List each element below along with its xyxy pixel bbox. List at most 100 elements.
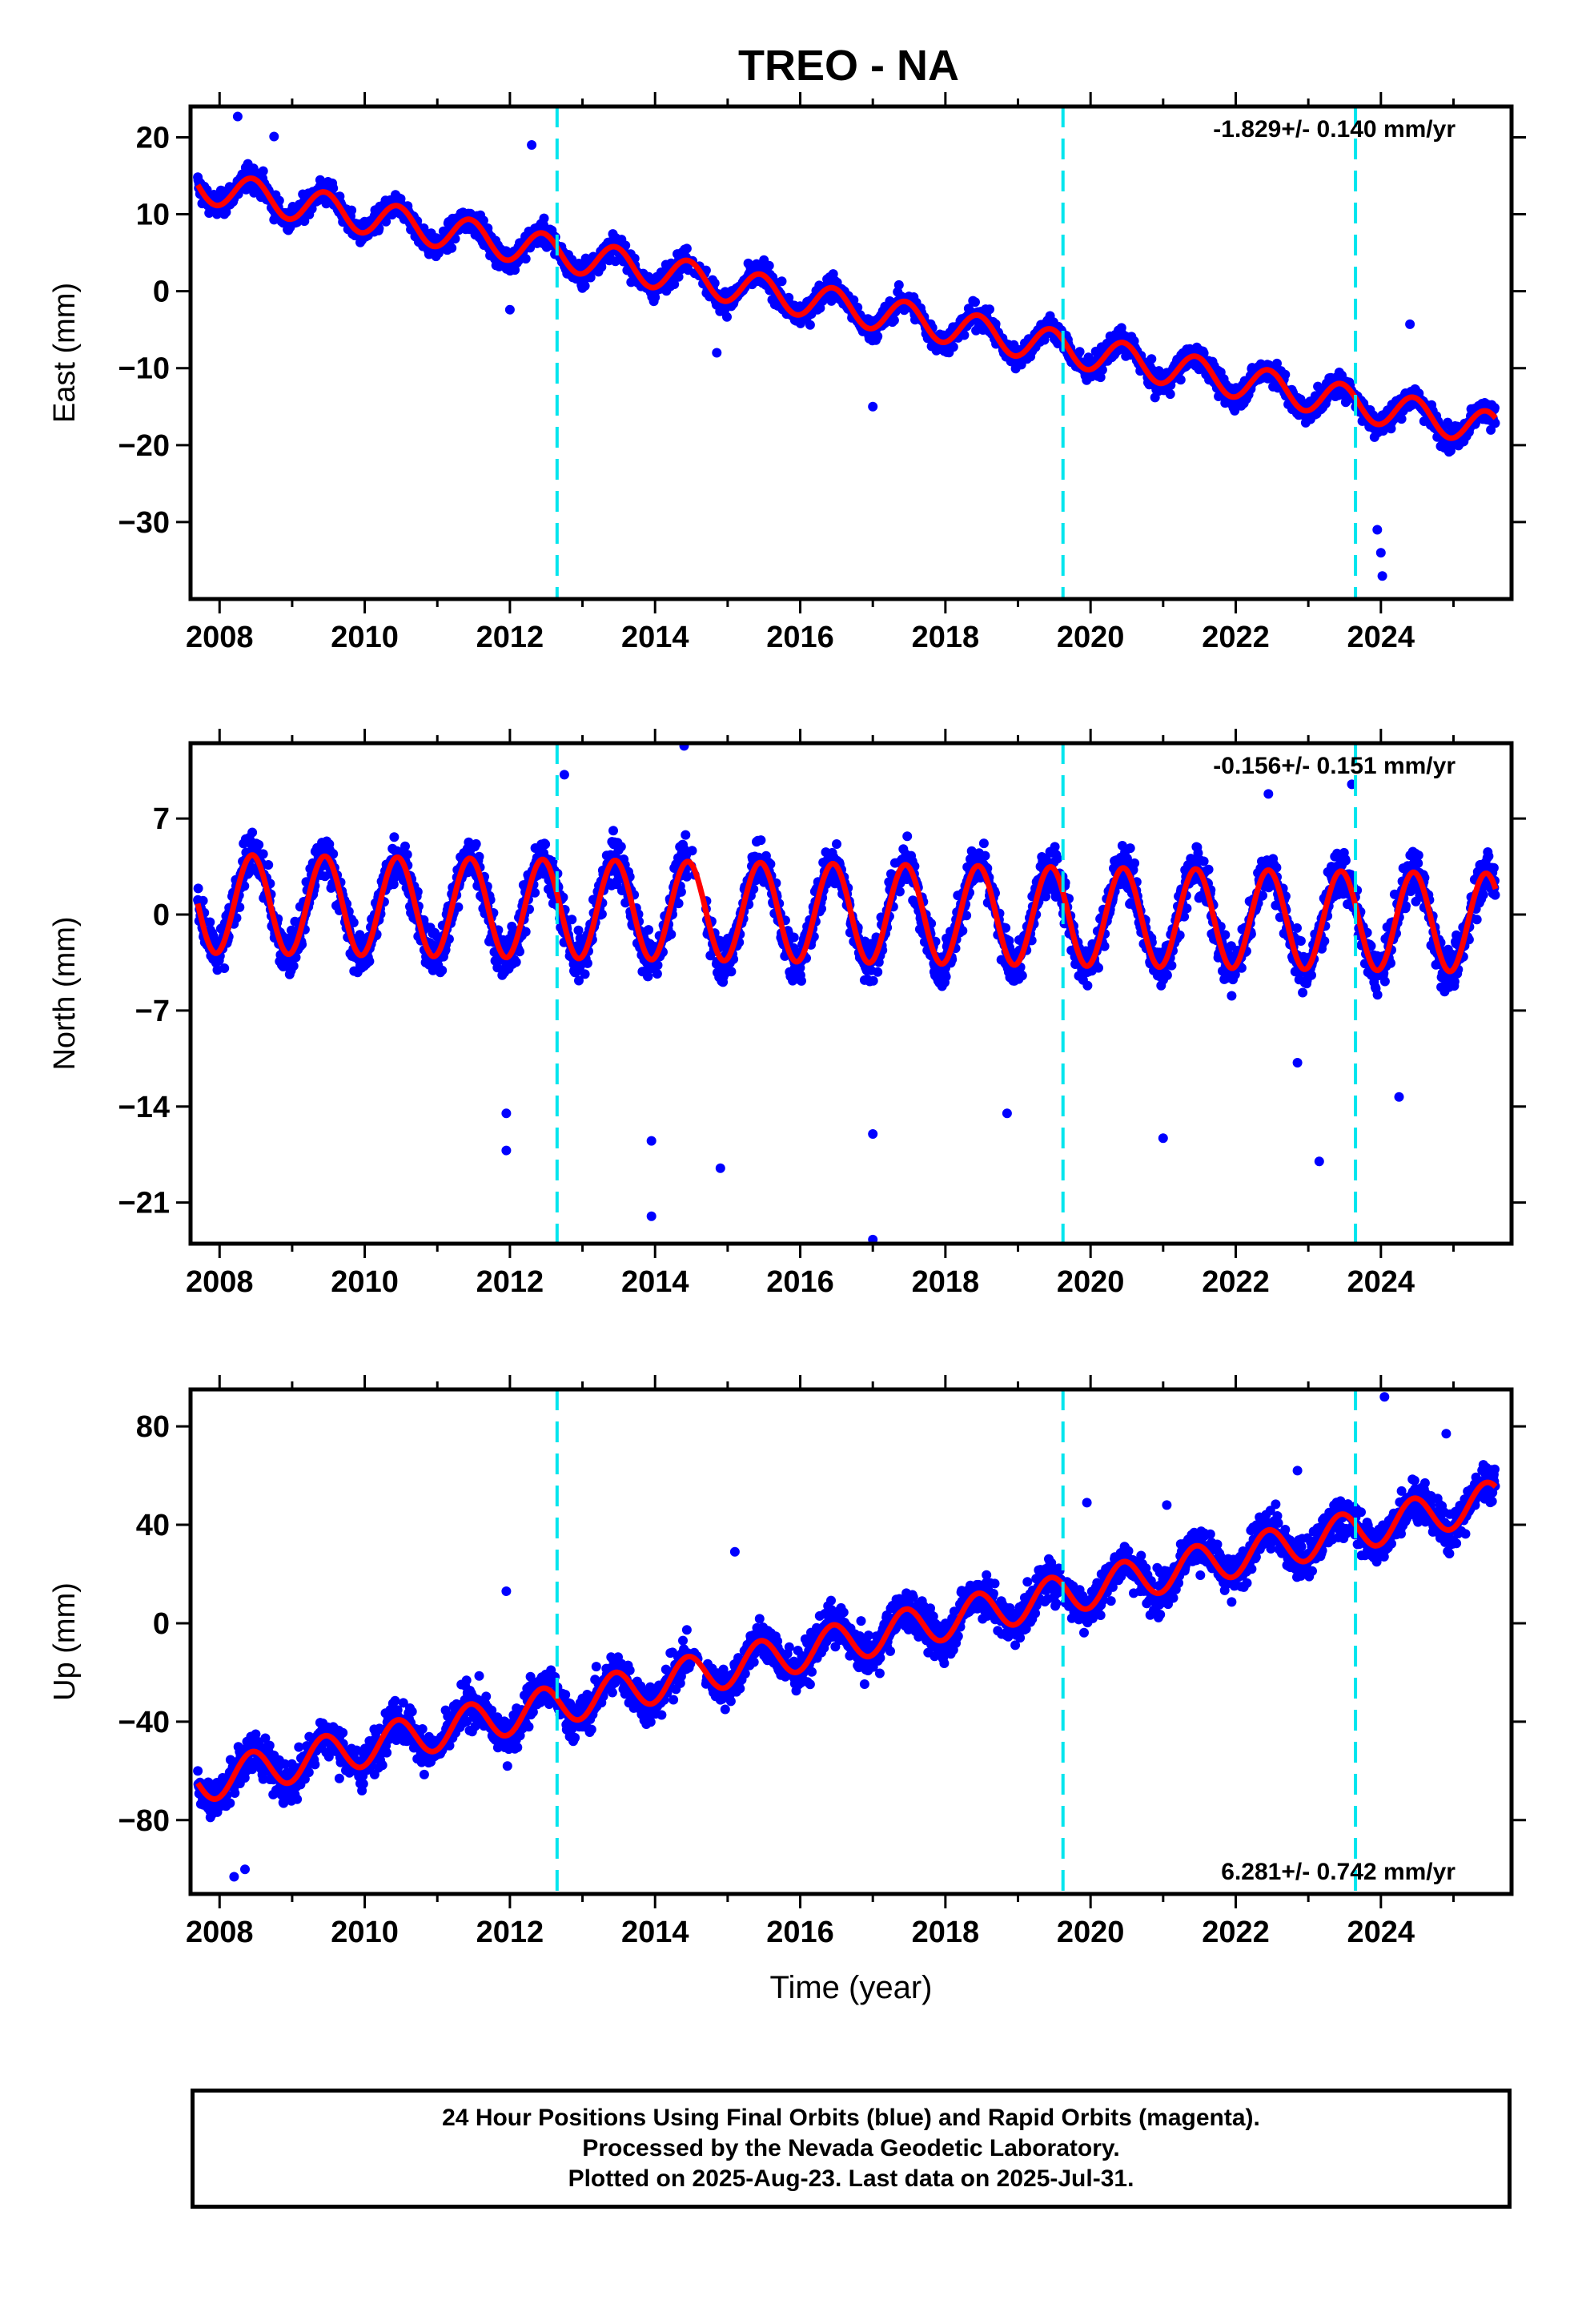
data-point: [1372, 525, 1383, 535]
data-point: [437, 965, 448, 975]
data-point: [450, 234, 460, 244]
data-point: [1490, 403, 1500, 413]
y-tick-label: −20: [118, 429, 170, 463]
data-point: [666, 929, 677, 939]
data-point: [1280, 369, 1291, 380]
data-point: [1146, 354, 1157, 364]
data-point: [1052, 854, 1062, 864]
data-point: [258, 849, 268, 859]
data-point: [247, 827, 258, 838]
data-point: [673, 899, 684, 909]
data-point: [239, 881, 250, 891]
data-point: [1017, 971, 1027, 981]
data-point: [530, 887, 540, 898]
data-point: [291, 952, 301, 963]
y-tick-label: 20: [136, 121, 170, 155]
data-point: [687, 846, 697, 856]
data-point: [765, 859, 776, 869]
data-point: [511, 957, 521, 967]
data-point: [1074, 347, 1085, 357]
y-tick-label: −10: [118, 352, 170, 386]
data-point: [894, 887, 905, 897]
x-tick-label: 2024: [1347, 621, 1415, 654]
data-point: [1396, 414, 1407, 424]
data-point: [1097, 364, 1107, 375]
data-point: [722, 312, 732, 322]
data-point: [1272, 358, 1282, 368]
data-point: [580, 281, 590, 291]
data-point: [274, 195, 284, 206]
data-point: [235, 902, 245, 912]
data-point: [868, 401, 878, 412]
data-point: [596, 909, 607, 919]
data-point: [478, 215, 488, 226]
x-tick-label: 2010: [331, 621, 399, 654]
x-tick-label: 2014: [621, 621, 689, 654]
data-point: [474, 851, 484, 862]
data-point: [1004, 935, 1014, 946]
data-point: [453, 902, 464, 912]
data-point: [868, 975, 878, 986]
y-axis-label: East (mm): [48, 283, 82, 423]
data-point: [198, 895, 208, 906]
data-point: [205, 917, 215, 927]
data-point: [596, 262, 607, 272]
data-point: [1095, 372, 1106, 383]
data-point: [652, 969, 662, 979]
data-point: [889, 316, 899, 325]
data-point: [574, 975, 584, 986]
data-point: [1490, 418, 1500, 428]
x-tick-label: 2008: [186, 621, 254, 654]
data-point: [959, 330, 970, 340]
data-point: [1230, 405, 1240, 416]
data-point: [1199, 348, 1209, 358]
data-point: [849, 295, 859, 305]
data-point: [219, 963, 230, 973]
data-point: [1486, 424, 1496, 435]
data-points: [193, 743, 1500, 1244]
data-point: [681, 830, 691, 840]
data-point: [644, 925, 654, 935]
y-tick-label: 10: [136, 199, 170, 232]
data-point: [616, 842, 626, 852]
data-point: [389, 832, 400, 842]
data-point: [1050, 842, 1060, 852]
data-point: [1405, 319, 1415, 329]
data-point: [669, 279, 680, 289]
panel-north: 2008 2010 2012 2014 2016 2018 2020 2022 202470−7…: [48, 729, 1526, 1299]
data-point: [388, 879, 399, 890]
data-point: [673, 271, 684, 282]
data-point: [263, 860, 274, 870]
data-point: [1165, 389, 1175, 400]
data-point: [573, 925, 584, 935]
data-point: [527, 140, 537, 150]
x-tick-label: 2018: [912, 621, 980, 654]
data-point: [520, 927, 531, 937]
data-point: [1001, 923, 1011, 933]
data-point: [832, 839, 841, 849]
data-point: [980, 850, 990, 861]
data-point: [258, 166, 268, 176]
data-points: [193, 111, 1500, 581]
data-point: [348, 918, 359, 927]
data-point: [777, 276, 787, 287]
data-point: [582, 958, 592, 968]
data-point: [301, 877, 311, 887]
chart-title: TREO - NA: [738, 42, 959, 90]
data-point: [756, 835, 766, 846]
data-point: [515, 947, 524, 957]
data-point: [232, 111, 243, 122]
data-point: [364, 956, 375, 967]
data-point: [789, 932, 799, 943]
data-point: [978, 838, 989, 849]
data-point: [902, 831, 913, 842]
data-point: [958, 926, 968, 936]
data-point: [328, 183, 339, 193]
data-point: [193, 883, 203, 894]
data-point: [540, 839, 551, 850]
data-point: [681, 243, 692, 254]
data-point: [402, 850, 412, 860]
data-point: [873, 332, 883, 341]
data-point: [328, 849, 339, 859]
data-point: [712, 348, 722, 358]
